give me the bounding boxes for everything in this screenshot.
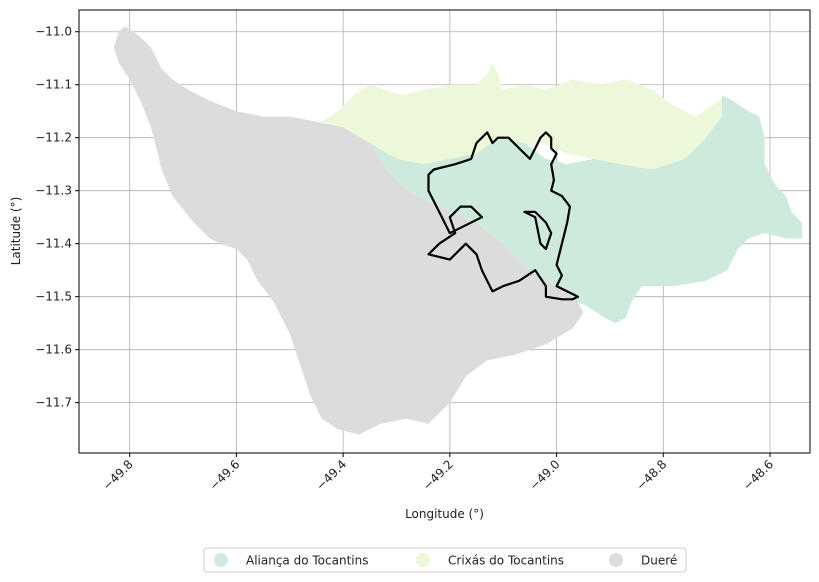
legend-marker	[416, 553, 430, 567]
legend-label: Crixás do Tocantins	[448, 554, 564, 568]
inner-outline-boundary	[523, 210, 553, 251]
x-axis-title: Longitude (°)	[405, 507, 484, 521]
y-tick-label: −11.3	[35, 184, 72, 198]
legend-marker	[609, 553, 623, 567]
region-crixas-do-tocantins	[321, 63, 722, 191]
y-axis-title: Latitude (°)	[9, 197, 23, 266]
y-tick-label: −11.5	[35, 290, 72, 304]
y-tick-label: −11.7	[35, 396, 72, 410]
y-axis-ticks: −11.0 −11.1 −11.2 −11.3 −11.4 −11.5 −11.6 −11.7	[35, 25, 79, 410]
legend-marker	[214, 553, 228, 567]
legend-items: Aliança do Tocantins Crixás do Tocantins D…	[214, 553, 677, 568]
legend-box	[203, 547, 687, 573]
outline-boundary	[427, 131, 580, 301]
map-regions	[113, 26, 802, 435]
y-tick-label: −11.1	[35, 78, 72, 92]
y-tick-label: −11.2	[35, 131, 72, 145]
legend-label: Aliança do Tocantins	[246, 554, 368, 568]
axes-frame	[78, 9, 811, 454]
legend-label: Dueré	[641, 554, 677, 568]
region-alianca-do-tocantins	[369, 95, 802, 324]
region-duere	[113, 26, 584, 435]
y-tick-label: −11.6	[35, 343, 72, 357]
legend: Aliança do Tocantins Crixás do Tocantins D…	[203, 547, 687, 573]
y-tick-label: −11.4	[35, 237, 72, 251]
y-tick-label: −11.0	[35, 25, 72, 39]
boundary-outlines	[427, 131, 580, 301]
